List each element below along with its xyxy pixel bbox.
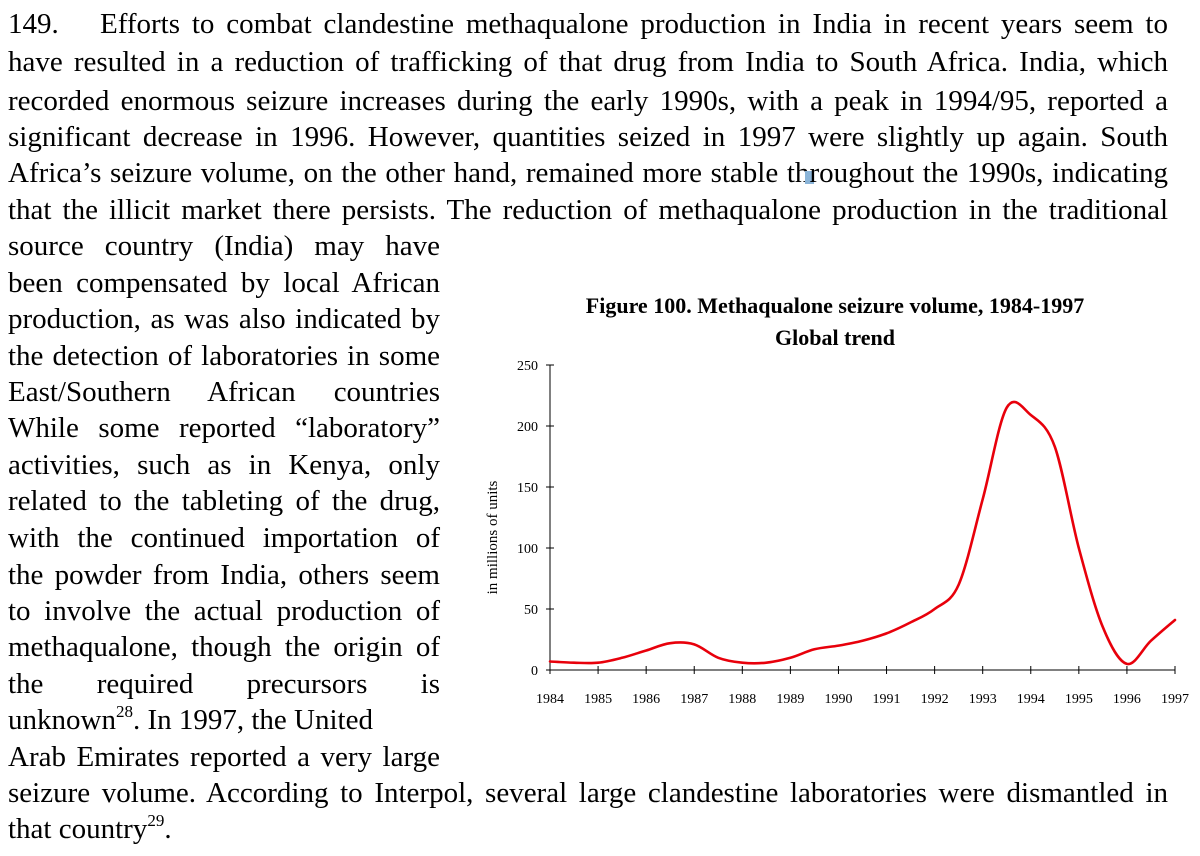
paragraph-line-21: Arab Emirates reported a very large [8, 741, 440, 773]
figure-subtitle: Global trend [774, 325, 895, 350]
series-line-seizure-volume [548, 400, 1177, 666]
x-tick-label: 1991 [873, 692, 901, 707]
figure-100: 0 50 100 150 200 250 1984 1985 1986 1987 1988 1989 1… [470, 280, 1200, 720]
paragraph-line-2: have resulted in a reduction of traffick… [8, 46, 1168, 78]
x-tick-label: 1997 [1161, 692, 1189, 707]
y-tick-label: 100 [517, 542, 538, 557]
x-tick-label: 1985 [584, 692, 612, 707]
x-tick-label: 1996 [1113, 692, 1141, 707]
paragraph-line-9: production, as was also indicated by [8, 303, 440, 335]
x-tick-label: 1993 [969, 692, 997, 707]
paragraph-line-17: to involve the actual production of [8, 595, 440, 627]
x-tick-label: 1994 [1017, 692, 1045, 707]
y-tick-label: 150 [517, 481, 538, 496]
paragraph-line-7: source country (India) may have [8, 230, 440, 262]
y-axis-label: in millions of units [485, 480, 501, 594]
chart-svg: 0 50 100 150 200 250 1984 1985 1986 1987 1988 1989 1… [485, 359, 1189, 707]
paragraph-line-13: activities, such as in Kenya, only [8, 449, 440, 481]
paragraph-line-5: Africa’s seizure volume, on the other ha… [8, 157, 1168, 189]
text-cursor-marker [805, 171, 815, 184]
x-tick-label: 1987 [680, 692, 708, 707]
paragraph-line-12: While some reported “laboratory” [8, 412, 440, 444]
paragraph-line-23: that country29. [8, 811, 172, 845]
paragraph-line-10: the detection of laboratories in some [8, 340, 440, 372]
x-tick-label: 1986 [632, 692, 660, 707]
footnote-ref-28[interactable]: 28 [115, 702, 133, 721]
x-tick-label: 1990 [824, 692, 852, 707]
paragraph-line-6: that the illicit market there persists. … [8, 194, 1168, 226]
paragraph-line-11: East/Southern African countries [8, 376, 440, 408]
paragraph-line-4: significant decrease in 1996. However, q… [8, 121, 1168, 153]
paragraph-line-3: recorded enormous seizure increases duri… [8, 85, 1168, 117]
paragraph-number: 149. [8, 8, 59, 40]
figure-title: Figure 100. Methaqualone seizure volume,… [585, 293, 1085, 318]
y-tick-label: 250 [517, 359, 538, 374]
paragraph-line-19: the required precursors is [8, 668, 440, 700]
x-tick-label: 1992 [921, 692, 949, 707]
paragraph-line-16: the powder from India, others seem [8, 559, 440, 591]
x-tick-label: 1984 [536, 692, 564, 707]
paragraph-line-22: seizure volume. According to Interpol, s… [8, 777, 1168, 809]
x-tick-label: 1989 [776, 692, 804, 707]
x-tick-label: 1988 [728, 692, 756, 707]
paragraph-line-18: methaqualone, though the origin of [8, 631, 440, 663]
paragraph-line-1: 149. Efforts to combat clandestine methaq… [8, 8, 1168, 40]
y-tick-label: 0 [531, 664, 538, 679]
y-tick-label: 200 [517, 420, 538, 435]
paragraph-line-15: with the continued importation of [8, 522, 440, 554]
footnote-ref-29[interactable]: 29 [147, 811, 165, 830]
paragraph-line-8: been compensated by local African [8, 267, 440, 299]
y-tick-label: 50 [524, 603, 538, 618]
paragraph-line-20: unknown28. In 1997, the United [8, 702, 373, 736]
x-tick-label: 1995 [1065, 692, 1093, 707]
paragraph-line-14: related to the tableting of the drug, [8, 485, 440, 517]
